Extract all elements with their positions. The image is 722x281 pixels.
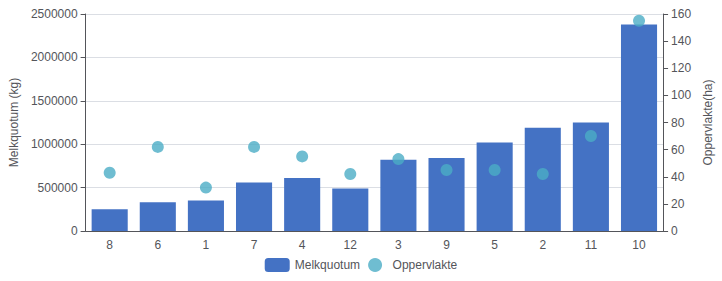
svg-text:3: 3: [395, 238, 402, 252]
svg-text:1000000: 1000000: [31, 137, 78, 151]
svg-text:500000: 500000: [38, 181, 78, 195]
svg-text:7: 7: [251, 238, 258, 252]
svg-text:2000000: 2000000: [31, 50, 78, 64]
svg-text:6: 6: [154, 238, 161, 252]
svg-text:2: 2: [539, 238, 546, 252]
svg-text:8: 8: [106, 238, 113, 252]
svg-text:40: 40: [671, 170, 685, 184]
svg-text:160: 160: [671, 7, 691, 21]
svg-text:Melkquotum (kg): Melkquotum (kg): [7, 78, 21, 167]
svg-text:0: 0: [671, 224, 678, 238]
svg-text:Melkquotum: Melkquotum: [295, 258, 360, 272]
svg-text:140: 140: [671, 34, 691, 48]
svg-text:5: 5: [491, 238, 498, 252]
svg-text:20: 20: [671, 197, 685, 211]
svg-text:12: 12: [344, 238, 358, 252]
svg-text:10: 10: [632, 238, 646, 252]
svg-text:0: 0: [71, 224, 78, 238]
svg-text:60: 60: [671, 143, 685, 157]
svg-text:80: 80: [671, 116, 685, 130]
svg-text:9: 9: [443, 238, 450, 252]
svg-text:Oppervlakte(ha): Oppervlakte(ha): [701, 79, 715, 165]
svg-text:4: 4: [299, 238, 306, 252]
svg-text:2500000: 2500000: [31, 7, 78, 21]
svg-text:Oppervlakte: Oppervlakte: [393, 258, 458, 272]
svg-text:120: 120: [671, 61, 691, 75]
svg-text:1: 1: [203, 238, 210, 252]
svg-text:11: 11: [585, 238, 598, 252]
svg-text:100: 100: [671, 88, 691, 102]
svg-text:1500000: 1500000: [31, 94, 78, 108]
